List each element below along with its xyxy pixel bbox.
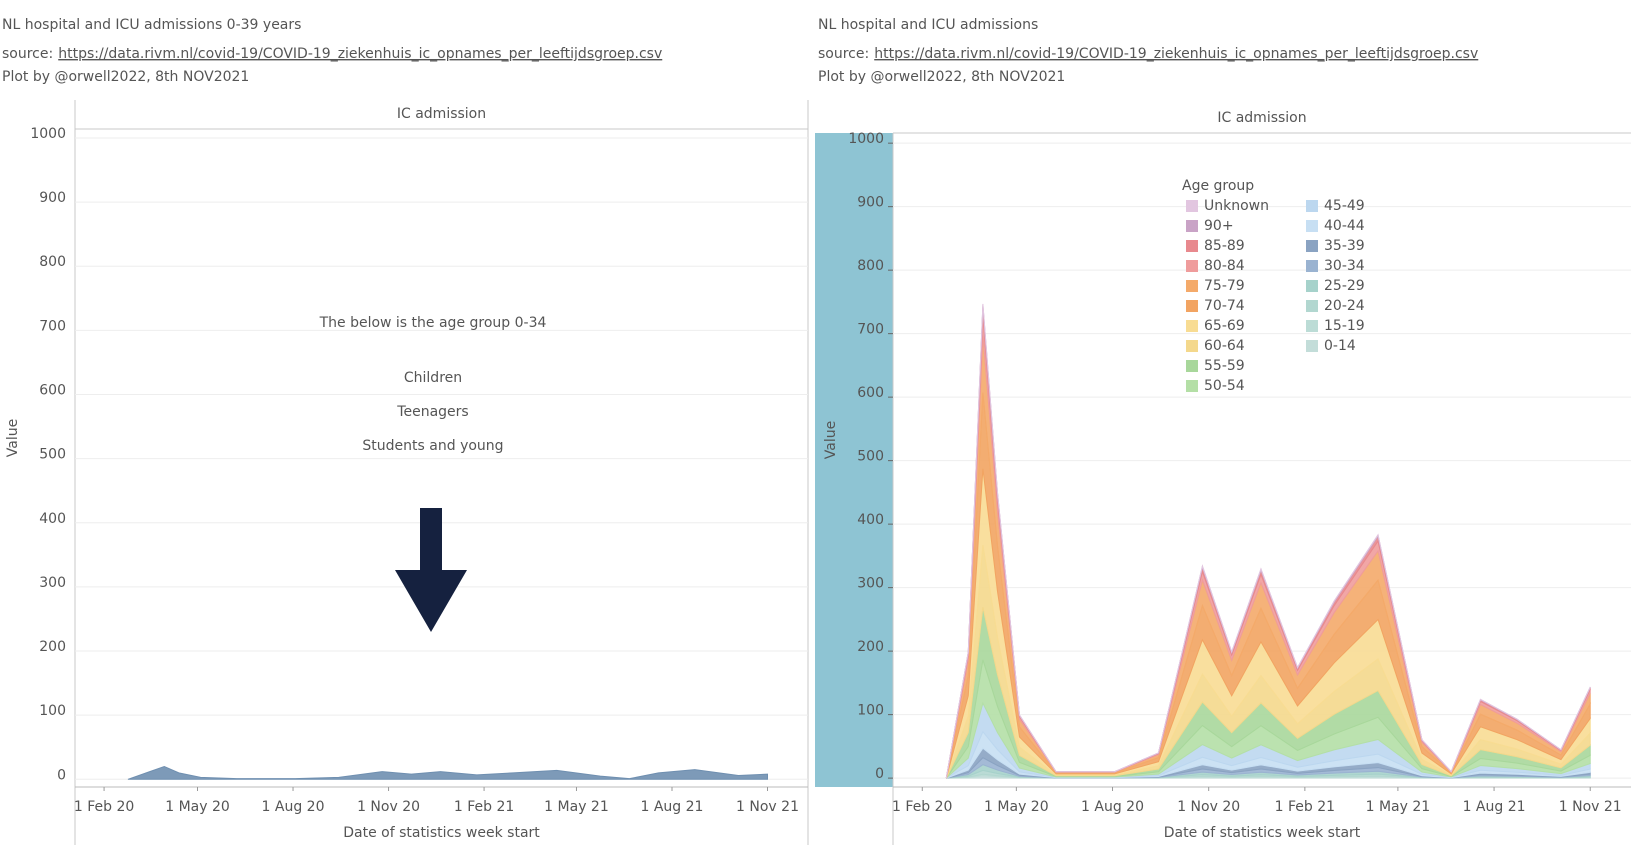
legend-label: 55-59 — [1204, 358, 1245, 374]
chart-title: NL hospital and ICU admissions 0-39 year… — [2, 17, 301, 33]
y-axis-title: Value — [5, 419, 21, 457]
annotation: Teenagers — [396, 404, 468, 420]
y-tick-label: 200 — [857, 639, 884, 655]
legend-label: 45-49 — [1324, 198, 1365, 214]
x-tick-label: 1 Feb 20 — [74, 799, 134, 815]
credit: Plot by @orwell2022, 8th NOV2021 — [818, 69, 1065, 85]
x-tick-label: 1 May 21 — [544, 799, 609, 815]
x-tick-label: 1 Feb 20 — [892, 799, 952, 815]
x-tick-label: 1 Nov 20 — [1177, 799, 1240, 815]
source-label: source: — [818, 46, 869, 62]
y-tick-label: 700 — [39, 318, 66, 334]
area — [127, 765, 769, 780]
y-tick-label: 0 — [875, 766, 884, 782]
y-tick-label: 0 — [57, 767, 66, 783]
x-tick-label: 1 Aug 20 — [262, 799, 325, 815]
plot-subtitle: IC admission — [397, 106, 486, 122]
legend-label: 30-34 — [1324, 258, 1365, 274]
legend-label: 85-89 — [1204, 238, 1245, 254]
legend-swatch — [1186, 220, 1198, 232]
y-tick-label: 600 — [39, 383, 66, 399]
y-tick-label: 1000 — [30, 126, 66, 142]
source-label: source: — [2, 46, 53, 62]
legend-label: 0-14 — [1324, 338, 1356, 354]
x-tick-label: 1 Feb 21 — [454, 799, 514, 815]
y-tick-label: 600 — [857, 385, 884, 401]
legend-swatch — [1186, 360, 1198, 372]
axis-highlight — [815, 133, 893, 787]
legend-label: 90+ — [1204, 218, 1234, 234]
x-tick-label: 1 Nov 21 — [1559, 799, 1622, 815]
source-link[interactable]: https://data.rivm.nl/covid-19/COVID-19_z… — [874, 46, 1478, 62]
legend-swatch — [1186, 300, 1198, 312]
credit: Plot by @orwell2022, 8th NOV2021 — [2, 69, 249, 85]
legend-label: 25-29 — [1324, 278, 1365, 294]
legend-swatch — [1186, 280, 1198, 292]
legend-swatch — [1306, 340, 1318, 352]
y-axis-title: Value — [823, 421, 839, 459]
y-tick-label: 300 — [857, 576, 884, 592]
legend-swatch — [1186, 260, 1198, 272]
x-tick-label: 1 May 20 — [165, 799, 230, 815]
legend-label: Unknown — [1204, 198, 1269, 214]
y-tick-label: 800 — [857, 258, 884, 274]
x-tick-label: 1 Nov 21 — [736, 799, 799, 815]
y-tick-label: 900 — [39, 190, 66, 206]
legend-label: 35-39 — [1324, 238, 1365, 254]
y-tick-label: 100 — [857, 703, 884, 719]
x-axis-title: Date of statistics week start — [343, 825, 540, 841]
y-tick-label: 700 — [857, 322, 884, 338]
annotation: Students and young — [362, 438, 503, 454]
source-link[interactable]: https://data.rivm.nl/covid-19/COVID-19_z… — [58, 46, 662, 62]
annotation: The below is the age group 0-34 — [319, 315, 547, 331]
y-tick-label: 500 — [39, 447, 66, 463]
plot-subtitle: IC admission — [1217, 110, 1306, 126]
y-tick-label: 100 — [39, 703, 66, 719]
legend-swatch — [1186, 320, 1198, 332]
legend-swatch — [1306, 260, 1318, 272]
annotation: Children — [404, 370, 462, 386]
x-tick-label: 1 Aug 20 — [1081, 799, 1144, 815]
legend-swatch — [1186, 240, 1198, 252]
x-tick-label: 1 Aug 21 — [1463, 799, 1526, 815]
arrow — [395, 508, 467, 632]
area — [945, 303, 1591, 779]
legend-swatch — [1306, 280, 1318, 292]
x-tick-label: 1 May 21 — [1366, 799, 1431, 815]
legend-label: 70-74 — [1204, 298, 1245, 314]
x-tick-label: 1 Nov 20 — [357, 799, 420, 815]
y-tick-label: 1000 — [848, 131, 884, 147]
legend-label: 80-84 — [1204, 258, 1245, 274]
x-tick-label: 1 Feb 21 — [1275, 799, 1335, 815]
y-tick-label: 300 — [39, 575, 66, 591]
y-tick-label: 400 — [39, 511, 66, 527]
legend-label: 50-54 — [1204, 378, 1245, 394]
legend-swatch — [1186, 380, 1198, 392]
legend-label: 60-64 — [1204, 338, 1245, 354]
legend-label: 40-44 — [1324, 218, 1365, 234]
legend-swatch — [1306, 320, 1318, 332]
y-tick-label: 900 — [857, 195, 884, 211]
legend-label: 65-69 — [1204, 318, 1245, 334]
legend-label: 15-19 — [1324, 318, 1365, 334]
legend-label: 75-79 — [1204, 278, 1245, 294]
legend-swatch — [1306, 200, 1318, 212]
legend-label: 20-24 — [1324, 298, 1365, 314]
y-tick-label: 800 — [39, 254, 66, 270]
legend-swatch — [1306, 300, 1318, 312]
x-tick-label: 1 May 20 — [984, 799, 1049, 815]
legend-title: Age group — [1182, 178, 1254, 194]
legend-swatch — [1306, 240, 1318, 252]
chart-title: NL hospital and ICU admissions — [818, 17, 1038, 33]
legend-swatch — [1306, 220, 1318, 232]
y-tick-label: 200 — [39, 639, 66, 655]
y-tick-label: 400 — [857, 512, 884, 528]
y-tick-label: 500 — [857, 449, 884, 465]
legend-swatch — [1186, 340, 1198, 352]
x-axis-title: Date of statistics week start — [1164, 825, 1361, 841]
legend-swatch — [1186, 200, 1198, 212]
x-tick-label: 1 Aug 21 — [641, 799, 704, 815]
